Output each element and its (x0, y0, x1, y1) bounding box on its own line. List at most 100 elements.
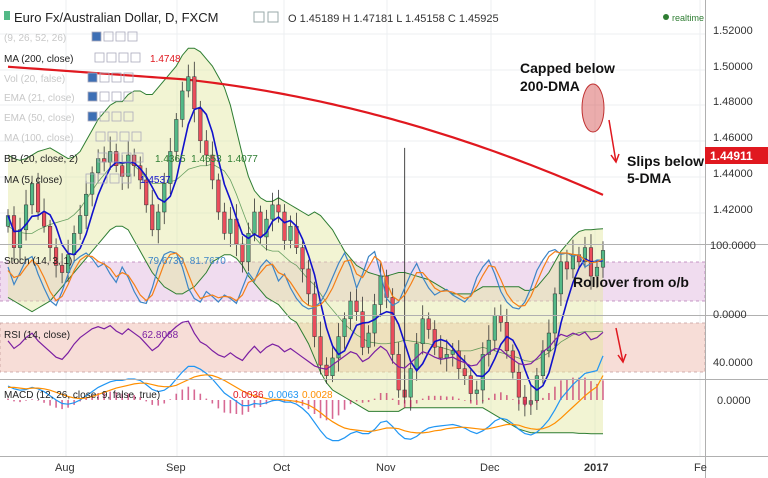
candle (29, 175, 35, 215)
candle (246, 222, 251, 272)
candle (594, 260, 600, 289)
capped-annotation-line2: 200-DMA (520, 78, 580, 94)
legend-control-icon (109, 173, 120, 184)
candle-body (558, 261, 563, 295)
candle (150, 189, 155, 237)
legend-control-icon (118, 52, 129, 63)
bb-fill (8, 48, 603, 434)
stoch-k-line (7, 248, 604, 310)
candle-body (29, 183, 35, 206)
candle-body (354, 300, 359, 312)
candle (222, 202, 227, 240)
candle-body (300, 247, 305, 270)
settings-button[interactable] (253, 11, 265, 23)
symbol-title[interactable]: Euro Fx/Australian Dollar, D, FXCM (14, 10, 218, 25)
candle-body (192, 76, 197, 110)
candle-body (162, 183, 167, 213)
candle-body (426, 318, 431, 330)
legend-macd-value-2: 0.0063 (268, 390, 299, 401)
legend-ma5[interactable]: MA (5, close) (4, 175, 62, 186)
candle-body (342, 318, 347, 337)
rsi-series (7, 320, 604, 370)
candle-body (498, 314, 503, 323)
candle-body (348, 300, 353, 320)
candle (168, 137, 173, 195)
legend-hidden-4: EMA (50, close) (4, 113, 75, 124)
candle-body (288, 225, 293, 241)
candle-body (66, 254, 71, 273)
legend-control-icon (123, 91, 134, 102)
legend-control-icon (111, 72, 122, 83)
legend-macd[interactable]: MACD (12, 26, close, 9, false, true) (4, 390, 160, 401)
candle-body (468, 375, 473, 394)
realtime-dot-icon (663, 14, 669, 20)
indicator-legends: (9, 26, 52, 26) MA (200, close) 1.4748 V… (4, 33, 333, 401)
candle (204, 130, 209, 166)
candle-body (552, 293, 557, 334)
legend-control-icon (95, 131, 106, 142)
legend-control-icon (111, 91, 122, 102)
candle-body (168, 151, 173, 184)
legend-control-icon (94, 52, 105, 63)
candle (306, 259, 311, 306)
rsi-line (7, 320, 604, 370)
candle-body (23, 204, 29, 231)
legend-bb-values: 1.4365 1.4653 1.4077 (155, 154, 258, 165)
legend-control-icon (107, 131, 118, 142)
stoch-d-line (7, 250, 604, 308)
stoch-band (0, 261, 706, 302)
candle (228, 207, 233, 247)
legend-bb[interactable]: BB (20, close, 2) (4, 154, 78, 165)
candle-body (486, 339, 491, 355)
candle (282, 204, 287, 250)
last-price-label: 1.44911 (705, 147, 768, 164)
price-tick: 1.46000 (713, 132, 753, 144)
candle (36, 172, 41, 220)
ohlc-values: O 1.45189 H 1.47181 L 1.45158 C 1.45925 (288, 13, 499, 25)
price-tick: 1.42000 (713, 204, 753, 216)
legend-control-icon (106, 52, 117, 63)
legend-hidden-3: EMA (21, close) (4, 93, 75, 104)
legend-control-icon (97, 173, 108, 184)
candle-body (450, 350, 455, 355)
time-axis-labels: Aug Sep Oct Nov Dec 2017 Fe (55, 462, 707, 474)
legend-stoch-values: 79.6739 81.7670 (148, 256, 226, 267)
header-buttons (253, 11, 279, 23)
candle (396, 342, 401, 398)
candle (558, 252, 563, 306)
candle-body (546, 332, 551, 352)
candle (60, 253, 65, 284)
candle-body (438, 347, 443, 359)
time-tick: Dec (480, 462, 500, 474)
candle-body (78, 215, 83, 234)
candle (480, 342, 485, 404)
candle-body (144, 179, 149, 206)
candle-body (210, 154, 215, 181)
legend-control-icon (127, 31, 138, 42)
candle (216, 173, 221, 220)
candle (23, 189, 29, 241)
macd-pane[interactable] (0, 380, 705, 456)
candle (348, 291, 353, 330)
candle-body (594, 266, 600, 277)
legend-control-icon (87, 91, 98, 102)
signal-line (8, 374, 604, 434)
legend-control-icon (121, 173, 132, 184)
candle-body (216, 179, 221, 213)
candle (462, 355, 467, 386)
legend-ma200[interactable]: MA (200, close) (4, 54, 73, 65)
candle (174, 113, 179, 161)
legend-rsi[interactable]: RSI (14, close) (4, 330, 70, 341)
legend-control-icon (99, 111, 110, 122)
candle-body (36, 183, 41, 213)
legend-stoch[interactable]: Stoch (14, 3, 1) (4, 256, 72, 267)
candle (90, 166, 95, 207)
candle (432, 320, 437, 356)
candle (78, 204, 83, 240)
slips-annotation-line2: 5-DMA (627, 170, 671, 186)
candle-body (480, 354, 485, 391)
legend-controls (85, 31, 144, 184)
candle-body (366, 332, 371, 348)
hide-button[interactable] (267, 11, 279, 23)
legend-rsi-value: 62.8068 (142, 330, 179, 341)
